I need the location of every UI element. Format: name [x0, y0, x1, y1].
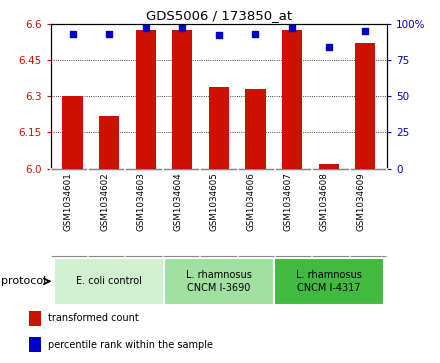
Text: GSM1034606: GSM1034606	[246, 172, 256, 231]
Point	[362, 28, 369, 34]
Point	[252, 31, 259, 37]
Text: GSM1034601: GSM1034601	[63, 172, 73, 231]
Point	[289, 25, 296, 31]
Point	[179, 25, 186, 31]
Text: GSM1034604: GSM1034604	[173, 172, 182, 231]
Text: GSM1034605: GSM1034605	[210, 172, 219, 231]
Text: transformed count: transformed count	[48, 313, 139, 323]
Bar	[274, 258, 384, 305]
Point	[106, 31, 113, 37]
Text: GSM1034607: GSM1034607	[283, 172, 292, 231]
Bar	[172, 30, 192, 169]
Text: L. rhamnosus
CNCM I-3690: L. rhamnosus CNCM I-3690	[186, 270, 252, 293]
Text: GSM1034602: GSM1034602	[100, 172, 109, 231]
Text: percentile rank within the sample: percentile rank within the sample	[48, 340, 213, 350]
Text: E. coli control: E. coli control	[76, 276, 142, 286]
Bar	[164, 258, 274, 305]
Title: GDS5006 / 173850_at: GDS5006 / 173850_at	[146, 9, 292, 23]
Point	[325, 44, 332, 50]
Bar	[319, 164, 339, 169]
Text: GSM1034609: GSM1034609	[356, 172, 365, 231]
Point	[69, 31, 76, 37]
Text: L. rhamnosus
CNCM I-4317: L. rhamnosus CNCM I-4317	[296, 270, 362, 293]
Bar	[99, 115, 119, 169]
Bar	[54, 258, 164, 305]
Bar	[209, 86, 229, 169]
Bar	[282, 30, 302, 169]
Bar	[62, 96, 83, 169]
Bar	[29, 337, 41, 352]
Text: protocol: protocol	[1, 276, 46, 286]
Bar	[29, 311, 41, 326]
Text: GSM1034603: GSM1034603	[137, 172, 146, 231]
Bar	[246, 89, 266, 169]
Text: GSM1034608: GSM1034608	[320, 172, 329, 231]
Point	[216, 32, 223, 38]
Bar	[355, 43, 375, 169]
Point	[142, 25, 149, 31]
Bar	[136, 30, 156, 169]
